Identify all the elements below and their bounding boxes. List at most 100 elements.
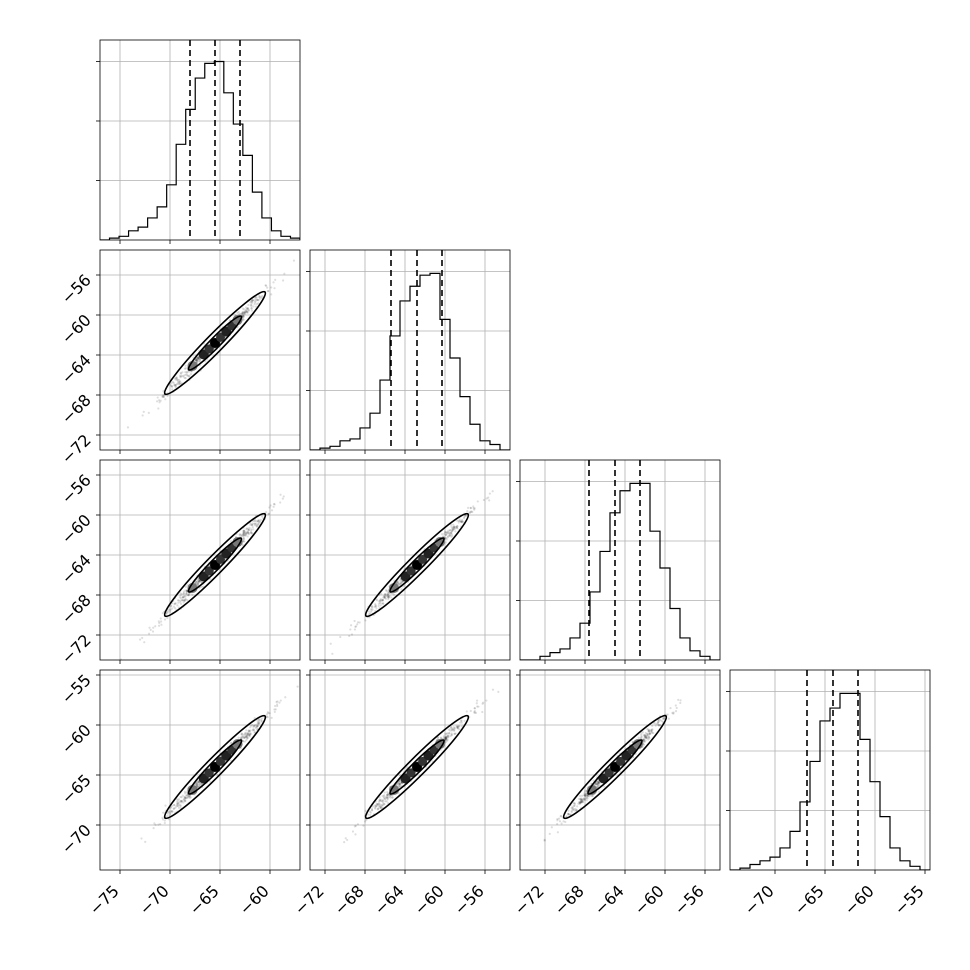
- contour-line: [187, 739, 243, 795]
- sample-point: [572, 802, 575, 805]
- sample-point: [647, 735, 650, 739]
- sample-point: [661, 720, 665, 723]
- sample-point: [240, 737, 243, 740]
- sample-point: [595, 783, 598, 786]
- sample-point: [270, 293, 273, 296]
- sample-point: [157, 407, 160, 410]
- axes-frame: [309, 249, 511, 451]
- sample-point: [450, 729, 453, 732]
- sample-point: [560, 814, 563, 818]
- sample-point: [165, 611, 168, 615]
- density-cell: [616, 756, 626, 766]
- sample-point: [439, 737, 443, 740]
- sample-point: [378, 598, 382, 602]
- sample-point: [178, 803, 181, 807]
- sample-point: [659, 724, 662, 727]
- sample-point: [265, 713, 268, 716]
- sample-point: [195, 783, 199, 786]
- sample-point: [378, 799, 381, 802]
- sample-point: [398, 579, 402, 582]
- sample-point: [241, 735, 244, 738]
- contour-line: [587, 739, 643, 795]
- sample-point: [197, 357, 200, 360]
- sample-point: [456, 725, 459, 728]
- sample-point: [172, 807, 175, 810]
- sample-point: [186, 374, 190, 377]
- sample-point: [261, 515, 264, 518]
- sample-point: [229, 742, 233, 745]
- sample-point: [556, 831, 559, 834]
- sample-point: [448, 534, 451, 537]
- sample-point: [188, 795, 191, 798]
- sample-point: [382, 602, 385, 605]
- sample-point: [596, 786, 599, 789]
- sample-point: [379, 604, 382, 607]
- sample-point: [166, 609, 170, 613]
- sample-point: [197, 356, 200, 359]
- sample-point: [444, 737, 447, 740]
- sample-point: [246, 737, 249, 740]
- sample-point: [349, 624, 353, 627]
- contour-line: [364, 512, 470, 618]
- sample-point: [184, 367, 187, 370]
- sample-point: [595, 782, 598, 785]
- density-cell: [232, 739, 243, 750]
- sample-point: [161, 395, 164, 399]
- sample-point: [169, 806, 173, 809]
- sample-point: [239, 534, 242, 537]
- sample-point: [196, 584, 199, 587]
- sample-point: [464, 514, 467, 518]
- sample-point: [251, 522, 254, 525]
- sample-point: [645, 737, 648, 740]
- sample-point: [446, 734, 449, 737]
- sample-point: [656, 721, 659, 724]
- sample-point: [247, 307, 250, 310]
- sample-point: [447, 734, 450, 737]
- sample-point: [395, 783, 398, 786]
- sample-point: [238, 533, 241, 536]
- sample-point: [457, 725, 460, 728]
- sample-point: [251, 301, 254, 304]
- sample-point: [369, 610, 373, 613]
- sample-point: [247, 730, 250, 733]
- sample-point: [376, 599, 379, 602]
- sample-point: [376, 807, 380, 811]
- sample-point: [257, 523, 260, 526]
- sample-point: [241, 543, 244, 547]
- sample-point: [364, 820, 367, 823]
- sample-point: [245, 532, 248, 535]
- sample-point: [245, 736, 248, 739]
- sample-point: [578, 800, 581, 803]
- y-tick-label: −60: [58, 510, 95, 547]
- sample-point: [445, 532, 449, 535]
- sample-point: [387, 796, 390, 799]
- sample-point: [469, 507, 472, 510]
- sample-point: [447, 531, 450, 534]
- sample-point: [473, 707, 476, 710]
- sample-point: [256, 298, 259, 302]
- sample-point: [586, 795, 589, 798]
- sample-point: [456, 727, 459, 730]
- density-cell: [418, 756, 428, 766]
- sample-point: [639, 737, 642, 740]
- sample-point: [446, 536, 449, 539]
- sample-point: [377, 600, 381, 603]
- sample-point: [377, 807, 380, 810]
- sample-point: [240, 733, 244, 736]
- x-tick-label: −56: [671, 881, 708, 918]
- histogram-panel-2-2: [516, 459, 721, 664]
- sample-point: [186, 599, 189, 602]
- sample-point: [331, 652, 334, 655]
- sample-point: [640, 735, 643, 738]
- sample-point: [450, 733, 453, 737]
- sample-point: [661, 717, 665, 721]
- sample-point: [175, 798, 178, 801]
- sample-point: [179, 602, 183, 606]
- sample-point: [400, 781, 403, 784]
- density-cell: [604, 768, 614, 778]
- sample-point: [376, 808, 379, 811]
- sample-point: [354, 625, 358, 628]
- sample-point: [261, 294, 264, 298]
- sample-point: [181, 794, 184, 797]
- sample-point: [579, 801, 582, 804]
